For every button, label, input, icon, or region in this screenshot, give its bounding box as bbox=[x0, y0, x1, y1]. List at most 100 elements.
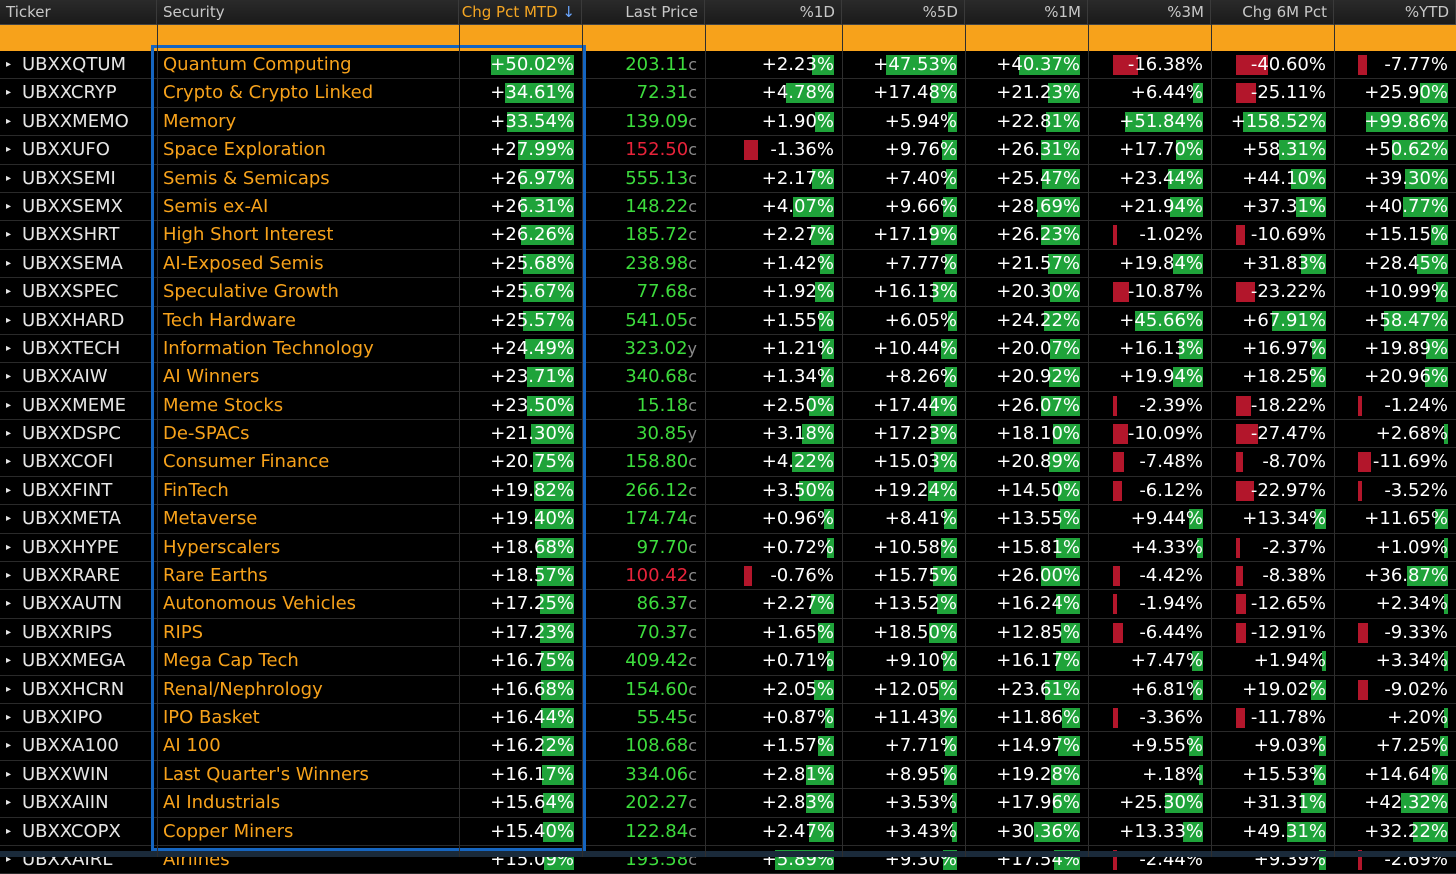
security-name[interactable]: Tech Hardware bbox=[163, 309, 296, 331]
ticker-cell[interactable]: ▸ UBXXSEMX bbox=[0, 193, 157, 220]
col-header-ticker[interactable]: Ticker bbox=[0, 0, 157, 24]
col-header-1m[interactable]: %1M bbox=[965, 0, 1088, 24]
table-row[interactable]: ▸ UBXXWIN Last Quarter's Winners +16.17% 334… bbox=[0, 761, 1456, 790]
expand-caret-icon[interactable]: ▸ bbox=[6, 853, 12, 865]
expand-caret-icon[interactable]: ▸ bbox=[6, 342, 12, 354]
table-row[interactable]: ▸ UBXXHCRN Renal/Nephrology +16.68% 154.60c +… bbox=[0, 676, 1456, 704]
ticker-cell[interactable]: ▸ UBXXAIIN bbox=[0, 789, 157, 816]
table-row[interactable]: ▸ UBXXIPO IPO Basket +16.44% 55.45c +0.87% +11… bbox=[0, 704, 1456, 733]
ticker-cell[interactable]: ▸ UBXXCRYP bbox=[0, 79, 157, 106]
expand-caret-icon[interactable]: ▸ bbox=[6, 484, 12, 496]
security-name[interactable]: Autonomous Vehicles bbox=[163, 593, 357, 615]
security-name[interactable]: Airlines bbox=[163, 848, 230, 870]
ticker-cell[interactable]: ▸ UBXXHYPE bbox=[0, 534, 157, 561]
ticker-cell[interactable]: ▸ UBXXAIW bbox=[0, 363, 157, 390]
ticker-cell[interactable]: ▸ UBXXTECH bbox=[0, 335, 157, 362]
security-name[interactable]: High Short Interest bbox=[163, 224, 334, 246]
security-name[interactable]: Semis & Semicaps bbox=[163, 167, 330, 189]
security-name[interactable]: Quantum Computing bbox=[163, 54, 352, 75]
table-row[interactable]: ▸ UBXXSEMI Semis & Semicaps +26.97% 555.13c +… bbox=[0, 165, 1456, 193]
expand-caret-icon[interactable]: ▸ bbox=[6, 626, 12, 638]
security-name[interactable]: Rare Earths bbox=[163, 565, 268, 587]
security-name[interactable]: AI Winners bbox=[163, 366, 260, 388]
security-name[interactable]: Meme Stocks bbox=[163, 394, 284, 416]
security-name[interactable]: AI-Exposed Semis bbox=[163, 252, 324, 274]
col-header-chg-6m-pct[interactable]: Chg 6M Pct bbox=[1211, 0, 1334, 24]
ticker-cell[interactable]: ▸ UBXXCOPX bbox=[0, 818, 157, 845]
expand-caret-icon[interactable]: ▸ bbox=[6, 399, 12, 411]
expand-caret-icon[interactable]: ▸ bbox=[6, 825, 12, 837]
col-header-1d[interactable]: %1D bbox=[705, 0, 842, 24]
table-row[interactable]: ▸ UBXXA100 AI 100 +16.22% 108.68c +1.57% +7.71… bbox=[0, 732, 1456, 761]
ticker-cell[interactable]: ▸ UBXXA100 bbox=[0, 732, 157, 759]
col-header-last-price[interactable]: Last Price bbox=[582, 0, 705, 24]
security-name[interactable]: Memory bbox=[163, 110, 237, 132]
ticker-cell[interactable]: ▸ UBXXHCRN bbox=[0, 676, 157, 703]
expand-caret-icon[interactable]: ▸ bbox=[6, 229, 12, 241]
table-row[interactable]: ▸ UBXXHARD Tech Hardware +25.57% 541.05c +1.5… bbox=[0, 307, 1456, 335]
ticker-cell[interactable]: ▸ UBXXDSPC bbox=[0, 420, 157, 447]
expand-caret-icon[interactable]: ▸ bbox=[6, 541, 12, 553]
ticker-cell[interactable]: ▸ UBXXMEMO bbox=[0, 108, 157, 135]
security-name[interactable]: FinTech bbox=[163, 479, 229, 501]
table-row[interactable]: ▸ UBXXQTUM Quantum Computing +50.02% 203.11c… bbox=[0, 51, 1456, 80]
security-name[interactable]: De-SPACs bbox=[163, 423, 250, 445]
ticker-cell[interactable]: ▸ UBXXWIN bbox=[0, 761, 157, 788]
table-row[interactable]: ▸ UBXXRIPS RIPS +17.23% 70.37c +1.65% +18.50% +… bbox=[0, 619, 1456, 648]
table-row[interactable]: ▸ UBXXMEMO Memory +33.54% 139.09c +1.90% +5.94… bbox=[0, 108, 1456, 137]
table-row[interactable]: ▸ UBXXCOFI Consumer Finance +20.75% 158.80c +… bbox=[0, 448, 1456, 477]
table-row[interactable]: ▸ UBXXAIW AI Winners +23.71% 340.68c +1.34% +8… bbox=[0, 363, 1456, 392]
expand-caret-icon[interactable]: ▸ bbox=[6, 683, 12, 695]
expand-caret-icon[interactable]: ▸ bbox=[6, 513, 12, 525]
security-name[interactable]: Crypto & Crypto Linked bbox=[163, 82, 374, 104]
security-name[interactable]: Mega Cap Tech bbox=[163, 650, 299, 672]
expand-caret-icon[interactable]: ▸ bbox=[6, 115, 12, 127]
table-row[interactable]: ▸ UBXXMEGA Mega Cap Tech +16.75% 409.42c +0.7… bbox=[0, 647, 1456, 676]
filter-bar[interactable] bbox=[0, 25, 1456, 51]
expand-caret-icon[interactable]: ▸ bbox=[6, 314, 12, 326]
table-row[interactable]: ▸ UBXXMETA Metaverse +19.40% 174.74c +0.96% +8… bbox=[0, 505, 1456, 534]
table-row[interactable]: ▸ UBXXSEMA AI-Exposed Semis +25.68% 238.98c +… bbox=[0, 250, 1456, 279]
expand-caret-icon[interactable]: ▸ bbox=[6, 59, 12, 70]
ticker-cell[interactable]: ▸ UBXXAUTN bbox=[0, 590, 157, 617]
security-name[interactable]: Hyperscalers bbox=[163, 536, 281, 558]
security-name[interactable]: AI 100 bbox=[163, 735, 221, 757]
expand-caret-icon[interactable]: ▸ bbox=[6, 144, 12, 156]
table-row[interactable]: ▸ UBXXSHRT High Short Interest +26.26% 185.7… bbox=[0, 221, 1456, 250]
ticker-cell[interactable]: ▸ UBXXUFO bbox=[0, 136, 157, 163]
security-name[interactable]: Semis ex-AI bbox=[163, 195, 269, 217]
col-header-security[interactable]: Security bbox=[157, 0, 459, 24]
col-header-chg-pct-mtd[interactable]: Chg Pct MTD ↓ bbox=[459, 0, 582, 24]
ticker-cell[interactable]: ▸ UBXXQTUM bbox=[0, 51, 157, 78]
table-row[interactable]: ▸ UBXXCRYP Crypto & Crypto Linked +34.61% 72… bbox=[0, 79, 1456, 108]
ticker-cell[interactable]: ▸ UBXXSPEC bbox=[0, 278, 157, 305]
security-name[interactable]: RIPS bbox=[163, 621, 204, 643]
table-row[interactable]: ▸ UBXXCOPX Copper Miners +15.40% 122.84c +2.4… bbox=[0, 818, 1456, 846]
table-row[interactable]: ▸ UBXXSPEC Speculative Growth +25.67% 77.68c… bbox=[0, 278, 1456, 307]
ticker-cell[interactable]: ▸ UBXXAIRL bbox=[0, 846, 157, 873]
expand-caret-icon[interactable]: ▸ bbox=[6, 286, 12, 298]
ticker-cell[interactable]: ▸ UBXXHARD bbox=[0, 307, 157, 334]
table-row[interactable]: ▸ UBXXSEMX Semis ex-AI +26.31% 148.22c +4.07%… bbox=[0, 193, 1456, 222]
ticker-cell[interactable]: ▸ UBXXIPO bbox=[0, 704, 157, 731]
col-header-3m[interactable]: %3M bbox=[1088, 0, 1211, 24]
table-row[interactable]: ▸ UBXXDSPC De-SPACs +21.30% 30.85y +3.18% +17.… bbox=[0, 420, 1456, 449]
ticker-cell[interactable]: ▸ UBXXSEMA bbox=[0, 250, 157, 277]
expand-caret-icon[interactable]: ▸ bbox=[6, 257, 12, 269]
security-name[interactable]: Consumer Finance bbox=[163, 451, 330, 473]
expand-caret-icon[interactable]: ▸ bbox=[6, 740, 12, 752]
table-row[interactable]: ▸ UBXXAUTN Autonomous Vehicles +17.25% 86.37… bbox=[0, 590, 1456, 619]
table-row[interactable]: ▸ UBXXUFO Space Exploration +27.99% 152.50c -… bbox=[0, 136, 1456, 165]
table-row[interactable]: ▸ UBXXHYPE Hyperscalers +18.68% 97.70c +0.72%… bbox=[0, 534, 1456, 563]
expand-caret-icon[interactable]: ▸ bbox=[6, 797, 12, 809]
security-name[interactable]: Information Technology bbox=[163, 337, 374, 359]
security-name[interactable]: AI Industrials bbox=[163, 792, 281, 814]
table-row[interactable]: ▸ UBXXRARE Rare Earths +18.57% 100.42c -0.76%… bbox=[0, 562, 1456, 591]
expand-caret-icon[interactable]: ▸ bbox=[6, 598, 12, 610]
ticker-cell[interactable]: ▸ UBXXSEMI bbox=[0, 165, 157, 192]
table-row[interactable]: ▸ UBXXMEME Meme Stocks +23.50% 15.18c +2.50% +… bbox=[0, 392, 1456, 421]
ticker-cell[interactable]: ▸ UBXXRARE bbox=[0, 562, 157, 589]
security-name[interactable]: Space Exploration bbox=[163, 139, 326, 161]
ticker-cell[interactable]: ▸ UBXXMEME bbox=[0, 392, 157, 419]
expand-caret-icon[interactable]: ▸ bbox=[6, 172, 12, 184]
